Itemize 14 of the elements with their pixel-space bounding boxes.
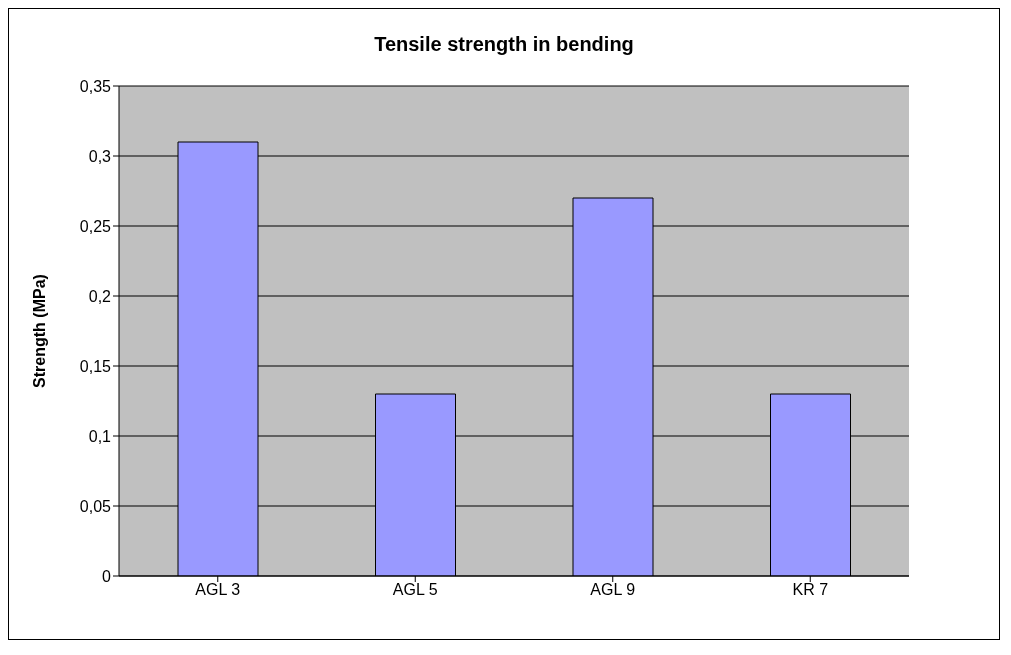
x-tick-label: AGL 5	[392, 581, 438, 599]
y-tick-label: 0,1	[88, 427, 112, 445]
y-tick-label: 0,2	[88, 287, 112, 305]
y-tick-label: 0	[102, 567, 112, 585]
chart-title: Tensile strength in bending	[373, 33, 635, 56]
y-tick-label: 0,35	[79, 77, 112, 95]
y-tick-label: 0,3	[88, 147, 112, 165]
y-axis-title: Strength (MPa)	[30, 274, 48, 388]
x-tick-label: AGL 3	[195, 581, 241, 599]
y-tick-label: 0,05	[79, 497, 112, 515]
x-tick-label: KR 7	[792, 581, 829, 599]
x-tick-label: AGL 9	[590, 581, 636, 599]
y-tick-label: 0,25	[79, 217, 112, 235]
y-tick-label: 0,15	[79, 357, 112, 375]
